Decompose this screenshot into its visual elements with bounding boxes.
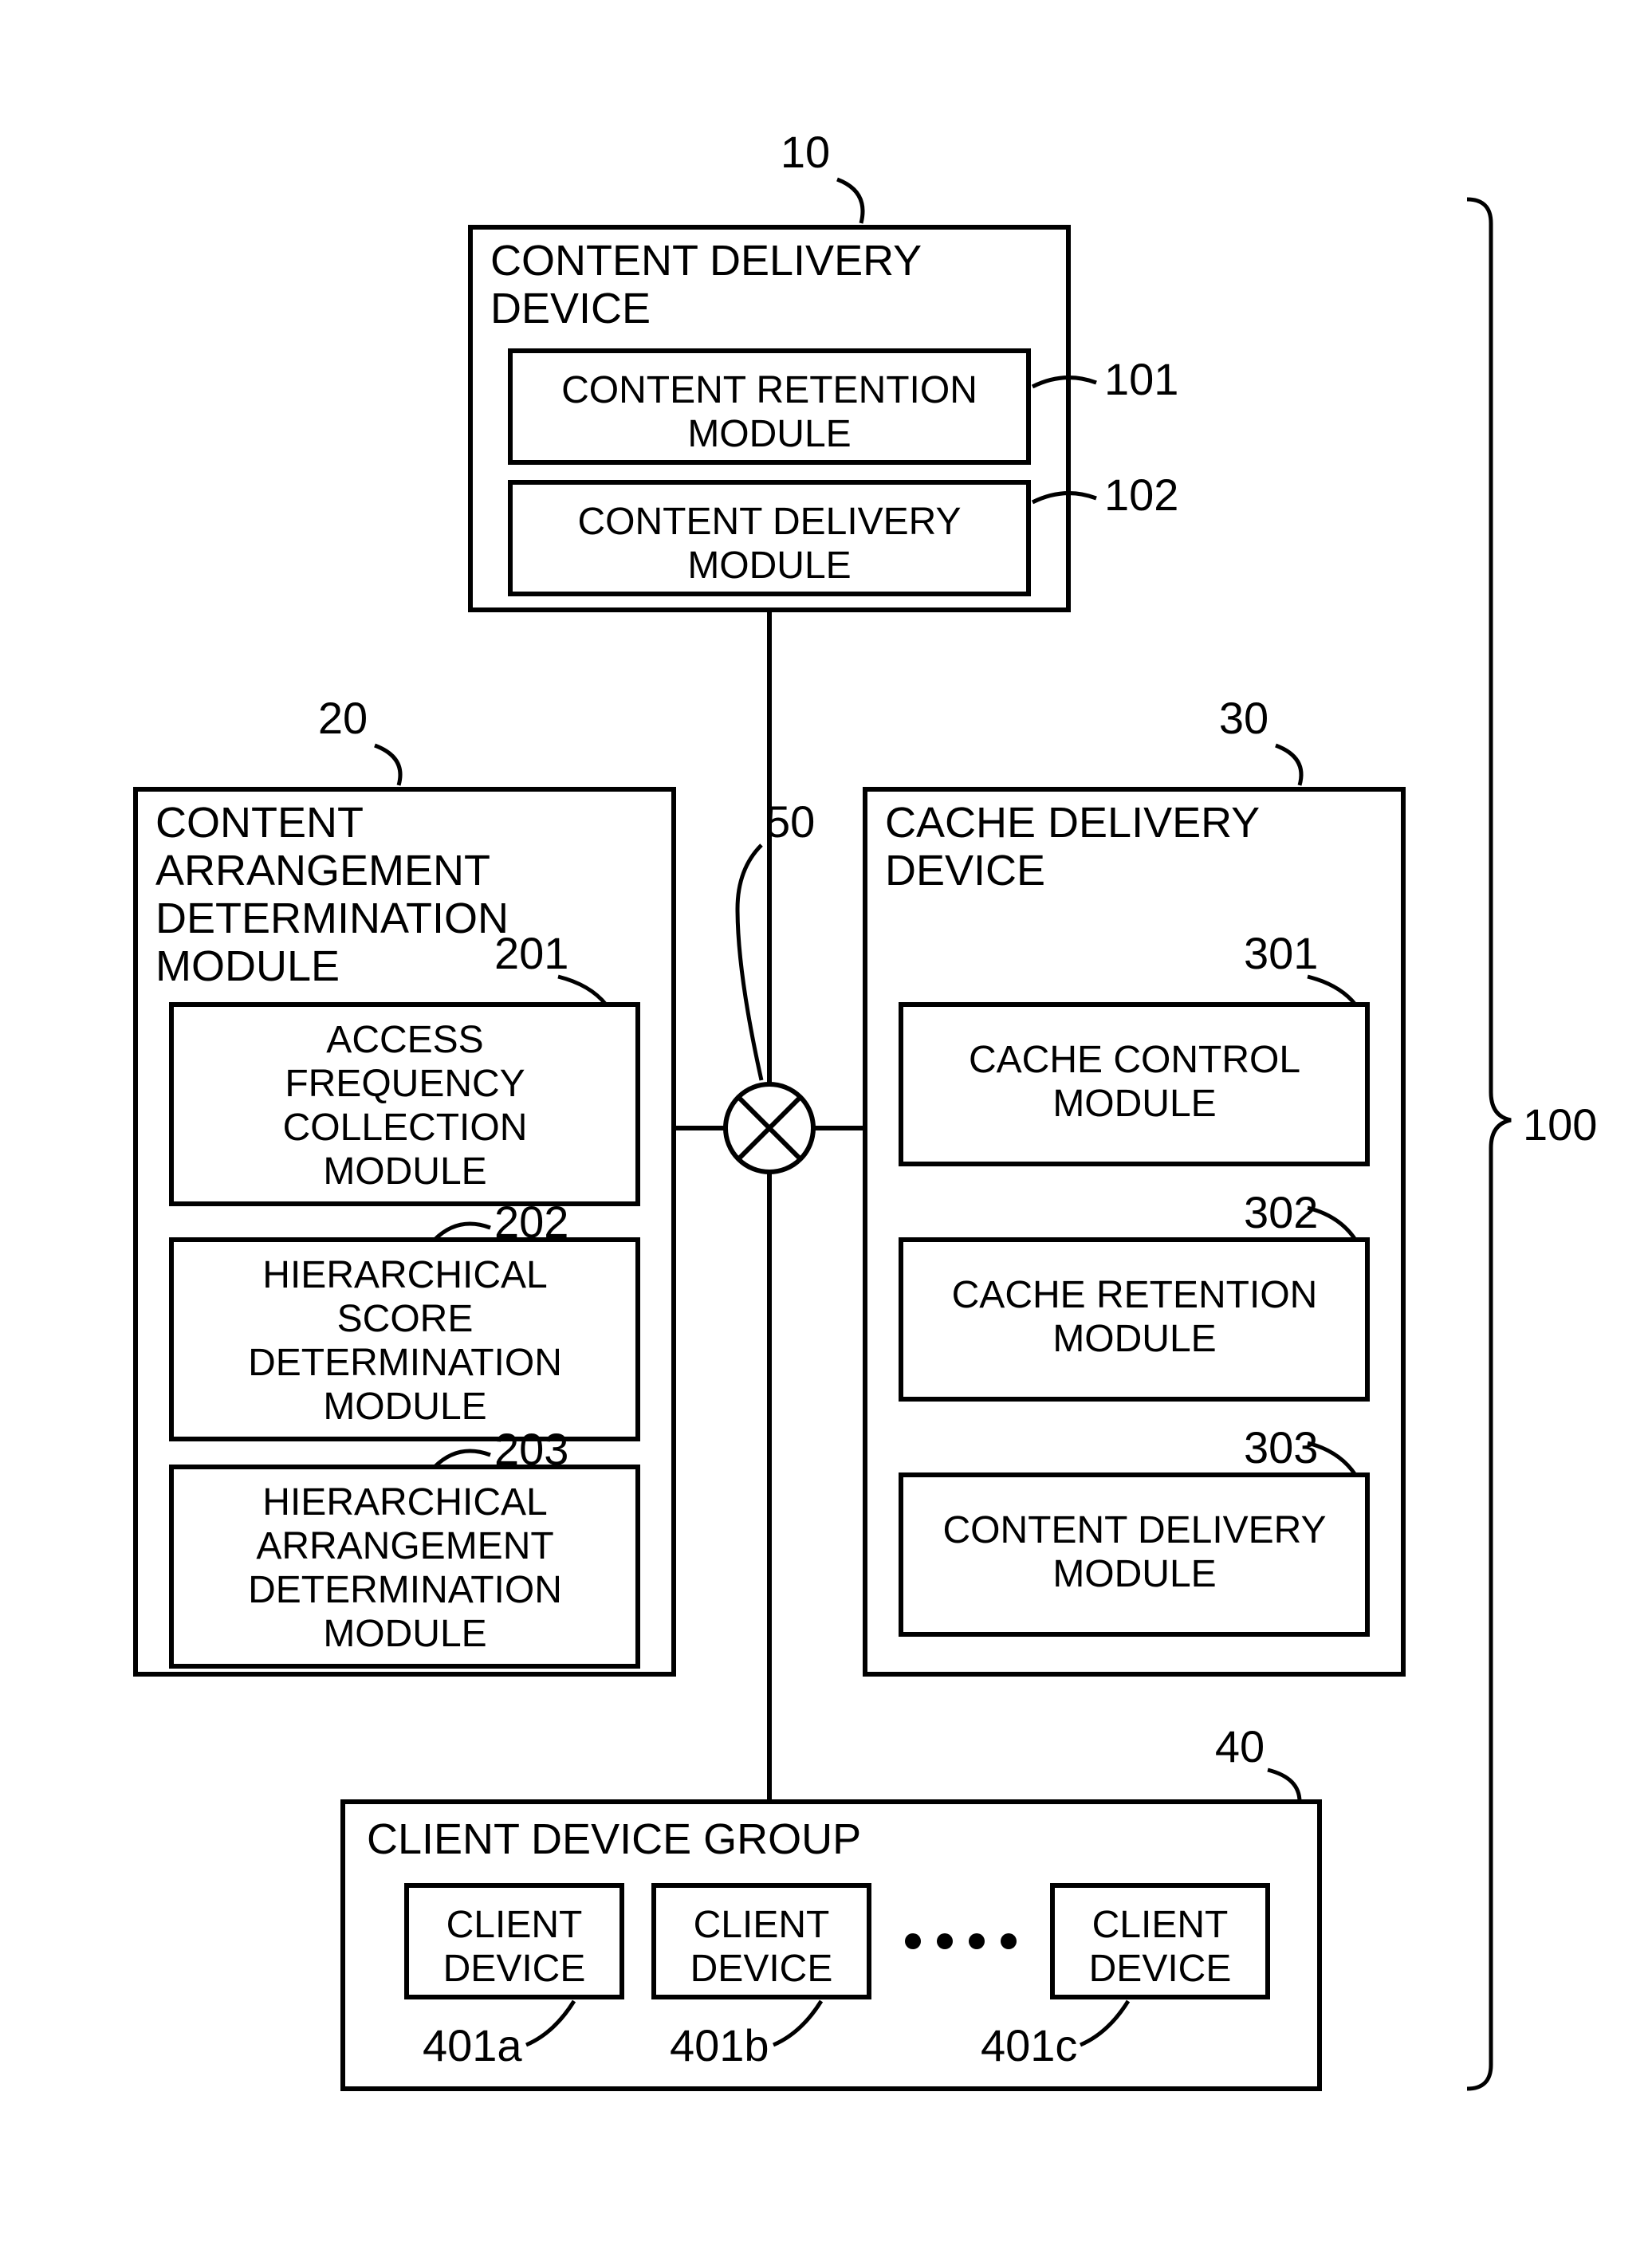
left3-l4: MODULE <box>323 1613 486 1655</box>
ref-302: 302 <box>1244 1187 1318 1237</box>
ref-303: 303 <box>1244 1422 1318 1472</box>
left3-l2: ARRANGEMENT <box>256 1525 553 1567</box>
left-title-l3: DETERMINATION <box>155 894 509 942</box>
ref-30: 30 <box>1219 693 1268 743</box>
left2-l4: MODULE <box>323 1386 486 1428</box>
left3-l3: DETERMINATION <box>248 1569 562 1611</box>
leader-20 <box>375 745 400 785</box>
ref-40: 40 <box>1215 1721 1265 1771</box>
left-title-l1: CONTENT <box>155 799 364 847</box>
content-delivery-module-l1: CONTENT DELIVERY <box>577 501 961 543</box>
content-retention-module-l1: CONTENT RETENTION <box>561 369 977 411</box>
leader-301 <box>1308 977 1355 1005</box>
leader-102 <box>1032 493 1096 502</box>
right2-l2: MODULE <box>1052 1318 1216 1360</box>
content-delivery-device-title-l2: DEVICE <box>490 285 651 332</box>
ref-301: 301 <box>1244 928 1318 978</box>
leader-30 <box>1276 745 1301 785</box>
leader-40 <box>1268 1770 1300 1802</box>
left1-l1: ACCESS <box>326 1019 483 1061</box>
ref-201: 201 <box>494 928 568 978</box>
left2-l1: HIERARCHICAL <box>262 1254 547 1296</box>
left3-l1: HIERARCHICAL <box>262 1481 547 1524</box>
system-brace <box>1467 199 1511 2089</box>
right2-l1: CACHE RETENTION <box>952 1274 1318 1316</box>
leader-10 <box>837 179 863 223</box>
leader-201 <box>558 977 606 1005</box>
ref-101: 101 <box>1104 354 1178 404</box>
leader-401c <box>1080 2001 1128 2045</box>
client-b-l2: DEVICE <box>690 1948 833 1990</box>
right-title-l2: DEVICE <box>885 847 1045 894</box>
ref-20: 20 <box>318 693 368 743</box>
left-title-l2: ARRANGEMENT <box>155 847 490 894</box>
leader-401b <box>773 2001 821 2045</box>
bottom-title: CLIENT DEVICE GROUP <box>367 1815 861 1863</box>
left1-l4: MODULE <box>323 1150 486 1193</box>
leader-101 <box>1032 378 1096 387</box>
left1-l2: FREQUENCY <box>285 1063 525 1105</box>
ellipsis-dot <box>905 1933 921 1949</box>
content-delivery-device-title-l1: CONTENT DELIVERY <box>490 237 922 285</box>
content-delivery-module-l2: MODULE <box>687 545 851 587</box>
client-b-l1: CLIENT <box>694 1904 830 1946</box>
right1-l1: CACHE CONTROL <box>969 1039 1300 1081</box>
ref-10: 10 <box>781 127 830 177</box>
ellipsis-dot <box>1001 1933 1017 1949</box>
ref-202: 202 <box>494 1197 568 1247</box>
left-title-l4: MODULE <box>155 942 340 990</box>
client-c-l2: DEVICE <box>1089 1948 1232 1990</box>
client-a-l2: DEVICE <box>443 1948 586 1990</box>
content-retention-module-l2: MODULE <box>687 413 851 455</box>
ellipsis-dot <box>937 1933 953 1949</box>
ellipsis-dot <box>969 1933 985 1949</box>
left1-l3: COLLECTION <box>283 1107 528 1149</box>
ref-100: 100 <box>1523 1099 1597 1150</box>
right3-l2: MODULE <box>1052 1553 1216 1595</box>
right-title-l1: CACHE DELIVERY <box>885 799 1260 847</box>
left2-l3: DETERMINATION <box>248 1342 562 1384</box>
ref-401a: 401a <box>423 2020 522 2070</box>
client-a-l1: CLIENT <box>446 1904 583 1946</box>
left2-l2: SCORE <box>337 1298 474 1340</box>
leader-50 <box>738 845 761 1080</box>
ref-50: 50 <box>765 796 815 847</box>
ref-203: 203 <box>494 1424 568 1474</box>
leader-401a <box>526 2001 574 2045</box>
ref-401b: 401b <box>670 2020 769 2070</box>
client-c-l1: CLIENT <box>1092 1904 1229 1946</box>
right1-l2: MODULE <box>1052 1083 1216 1125</box>
ref-401c: 401c <box>981 2020 1077 2070</box>
right3-l1: CONTENT DELIVERY <box>942 1509 1326 1551</box>
ref-102: 102 <box>1104 470 1178 520</box>
